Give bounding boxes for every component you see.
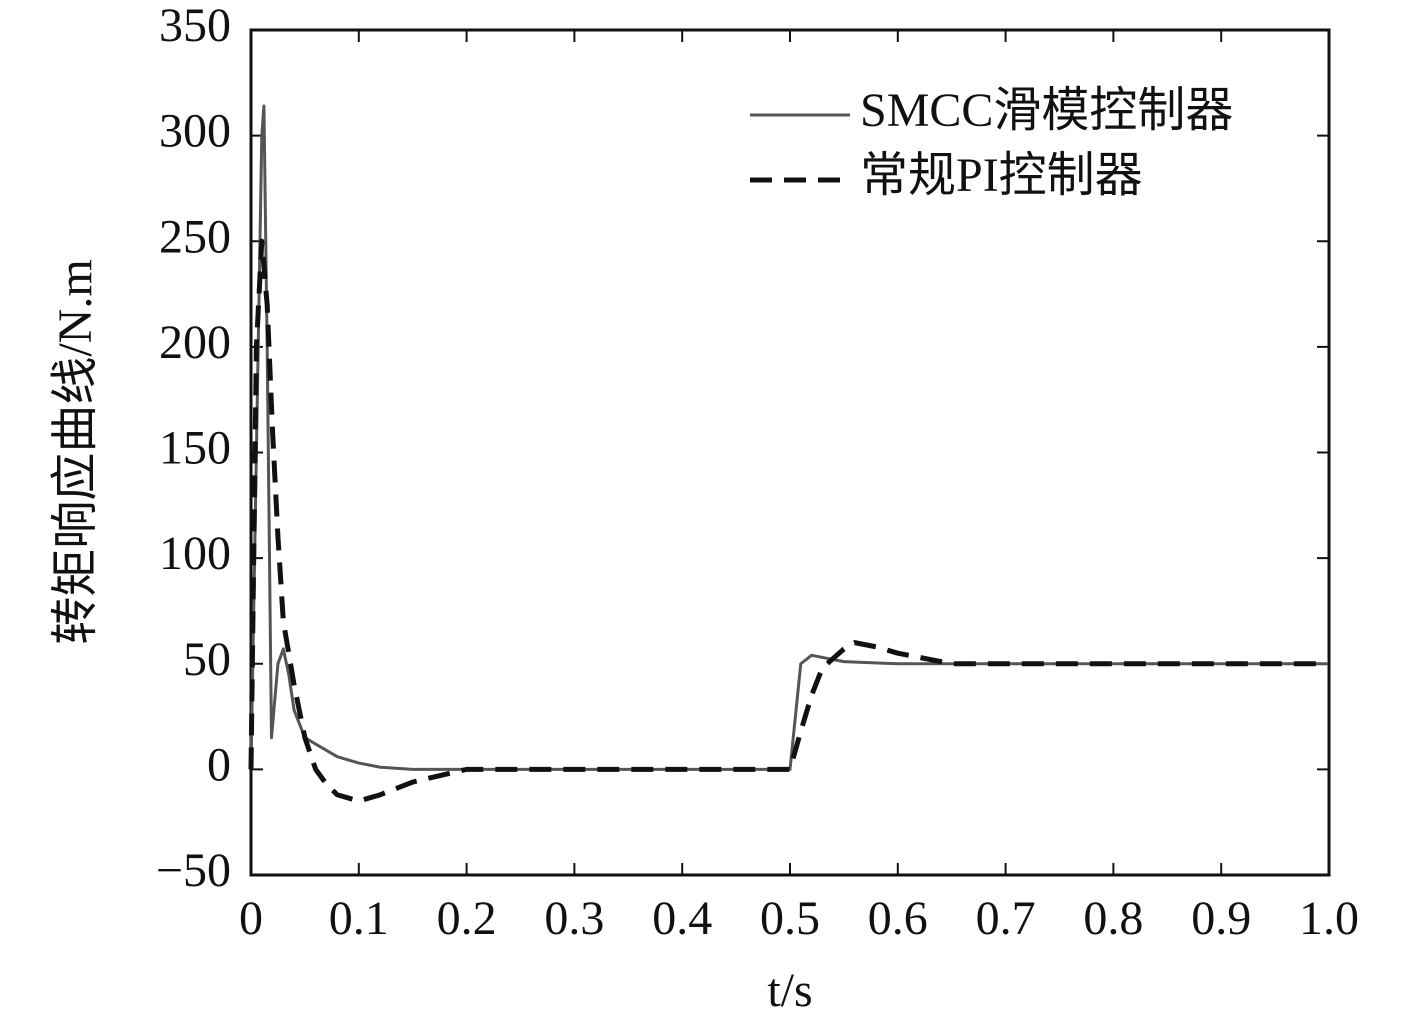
x-tick-label: 1.0 (1299, 892, 1359, 945)
x-tick-label: 0.5 (760, 892, 820, 945)
series-line (248, 238, 1329, 804)
plot-frame (249, 28, 1331, 877)
y-tick-label: 100 (159, 527, 231, 580)
x-tick-label: 0.2 (437, 892, 497, 945)
x-tick-label: 0.7 (976, 892, 1036, 945)
x-tick-label: 0.4 (652, 892, 712, 945)
y-tick-label: 50 (183, 633, 231, 686)
y-axis-label: 转矩响应曲线/N.m (49, 259, 102, 644)
y-tick-label: 250 (159, 210, 231, 263)
x-tick-label: 0.8 (1083, 892, 1143, 945)
y-tick-label: 200 (159, 316, 231, 369)
legend-label: SMCC滑模控制器 (860, 84, 1233, 137)
x-tick-label: 0.6 (868, 892, 928, 945)
x-tick-label: 0.3 (544, 892, 604, 945)
x-tick-label: 0.9 (1191, 892, 1251, 945)
x-tick-label: 0.1 (329, 892, 389, 945)
y-tick-label: −50 (156, 844, 231, 897)
legend-label: 常规PI控制器 (860, 149, 1143, 202)
x-tick-label: 0 (239, 892, 263, 945)
series-line (249, 104, 1329, 771)
y-tick-label: 350 (159, 0, 231, 52)
y-tick-label: 0 (207, 738, 231, 791)
y-tick-label: 300 (159, 105, 231, 158)
y-tick-label: 150 (159, 422, 231, 475)
x-axis-label: t/s (767, 964, 812, 1017)
